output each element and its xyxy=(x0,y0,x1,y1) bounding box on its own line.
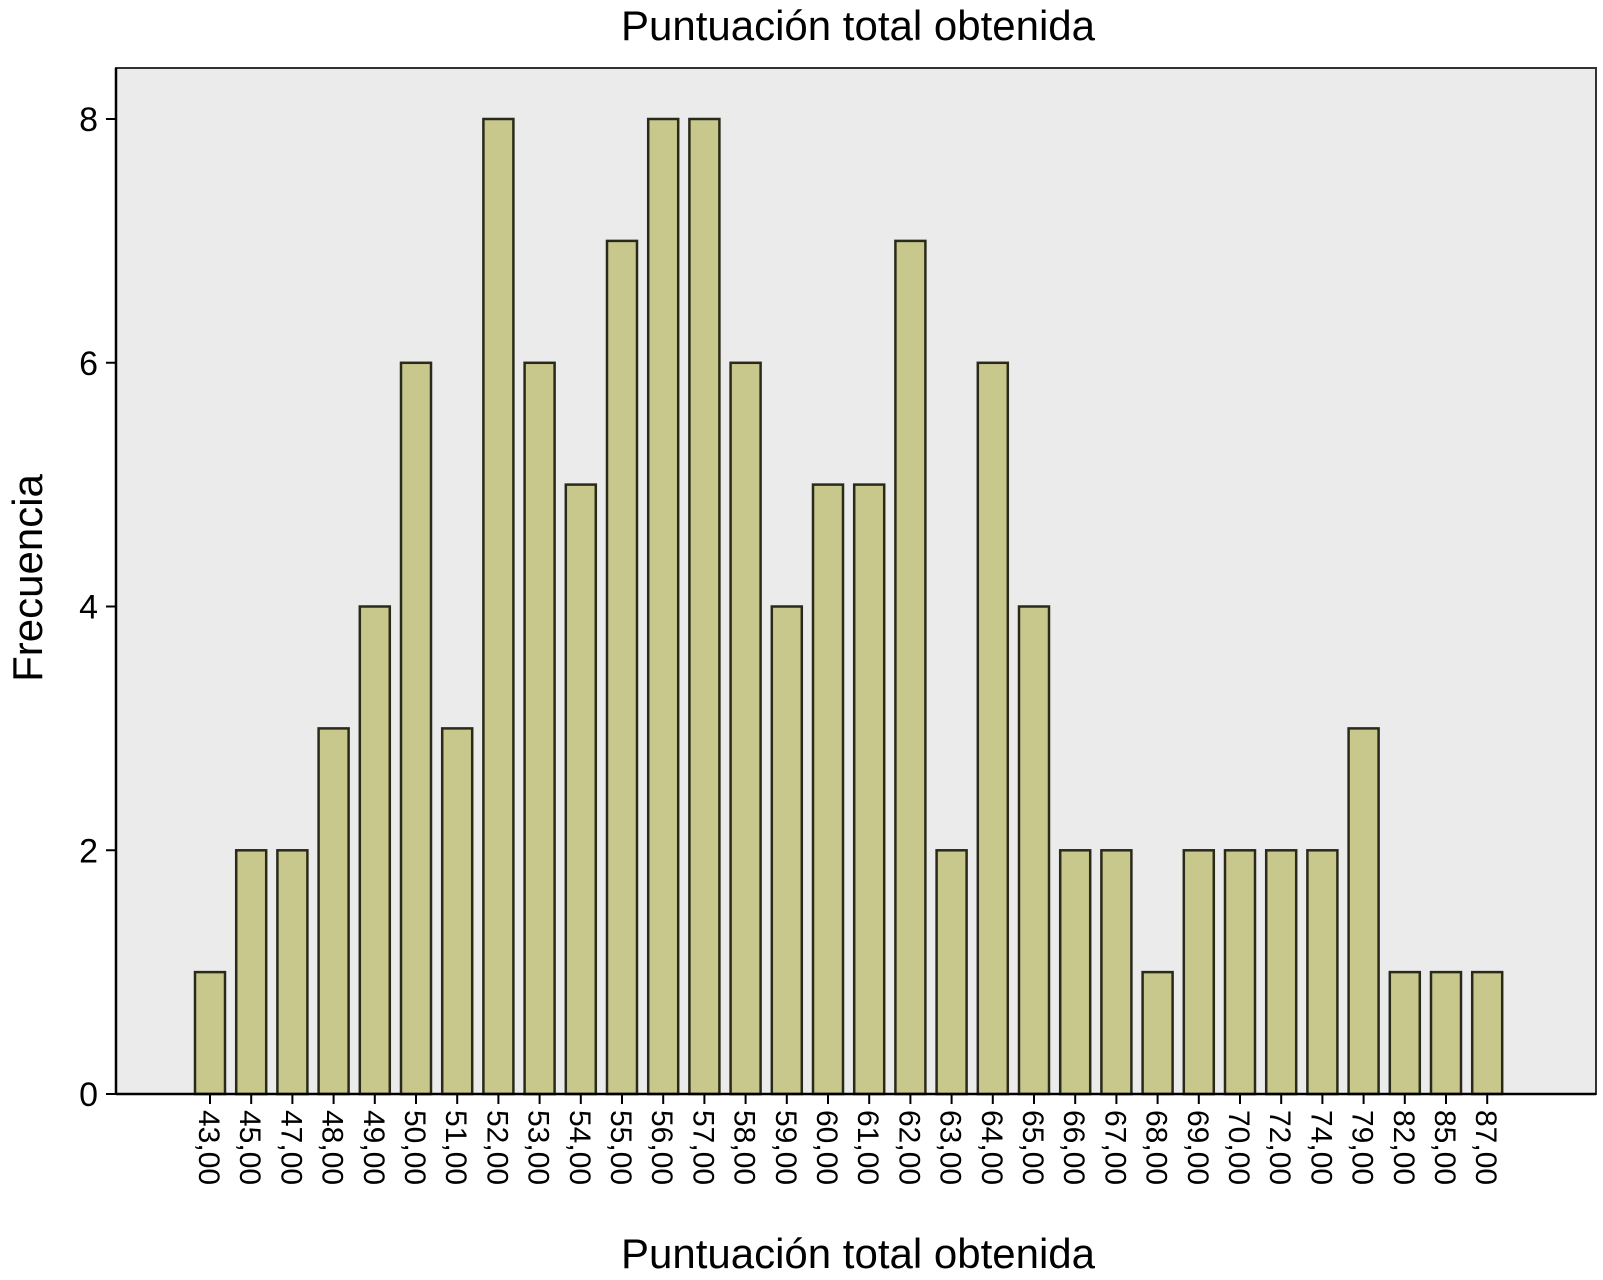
bar-79,00 xyxy=(1347,727,1380,1096)
x-tick-label: 60,00 xyxy=(810,1110,843,1185)
bar-66,00 xyxy=(1058,849,1092,1096)
bar-64,00 xyxy=(976,361,1010,1096)
x-tick-label: 87,00 xyxy=(1469,1110,1502,1185)
bar-54,00 xyxy=(564,483,598,1096)
x-tick-label: 72,00 xyxy=(1263,1110,1296,1185)
bar-53,00 xyxy=(523,361,556,1096)
bar-51,00 xyxy=(440,727,474,1096)
x-tick-label: 82,00 xyxy=(1387,1110,1420,1185)
x-tick-label: 62,00 xyxy=(892,1110,925,1185)
y-tick-label: 4 xyxy=(79,589,98,627)
y-axis-label: Frecuencia xyxy=(4,473,51,681)
x-tick-label: 53,00 xyxy=(522,1110,555,1185)
bar-55,00 xyxy=(605,239,639,1096)
x-tick-label: 74,00 xyxy=(1304,1110,1337,1185)
bar-65,00 xyxy=(1017,605,1051,1096)
x-tick-label: 68,00 xyxy=(1140,1110,1173,1185)
x-tick-label: 79,00 xyxy=(1346,1110,1379,1185)
x-tick-label: 47,00 xyxy=(274,1110,307,1185)
x-tick-label: 52,00 xyxy=(480,1110,513,1185)
bar-60,00 xyxy=(811,483,845,1096)
x-tick-label: 49,00 xyxy=(357,1110,390,1185)
x-tick-label: 85,00 xyxy=(1428,1110,1461,1185)
bar-82,00 xyxy=(1388,970,1422,1096)
bar-43,00 xyxy=(193,970,227,1096)
x-tick-label: 63,00 xyxy=(934,1110,967,1185)
chart-title: Puntuación total obtenida xyxy=(621,2,1096,49)
bar-50,00 xyxy=(399,361,433,1096)
x-tick-label: 64,00 xyxy=(975,1110,1008,1185)
x-tick-label: 57,00 xyxy=(686,1110,719,1185)
x-tick-label: 43,00 xyxy=(192,1110,225,1185)
bar-69,00 xyxy=(1182,849,1216,1096)
x-tick-label: 48,00 xyxy=(316,1110,349,1185)
bar-62,00 xyxy=(894,239,927,1096)
bar-57,00 xyxy=(688,117,721,1096)
x-tick-label: 45,00 xyxy=(233,1110,266,1185)
bar-61,00 xyxy=(852,483,886,1096)
x-tick-label: 50,00 xyxy=(398,1110,431,1185)
x-tick-label: 54,00 xyxy=(563,1110,596,1185)
bar-67,00 xyxy=(1100,849,1133,1096)
x-axis: 43,00 45,00 47,00 48,00 49,00 50,00 51,00 52,00… xyxy=(116,1092,1596,1185)
bar-59,00 xyxy=(770,605,804,1096)
x-tick-label: 70,00 xyxy=(1222,1110,1255,1185)
bar-48,00 xyxy=(317,727,350,1096)
y-tick-label: 8 xyxy=(79,101,98,139)
x-tick-label: 65,00 xyxy=(1016,1110,1049,1185)
x-tick-label: 67,00 xyxy=(1098,1110,1131,1185)
x-tick-label: 59,00 xyxy=(769,1110,802,1185)
bar-56,00 xyxy=(646,117,680,1096)
bar-70,00 xyxy=(1223,849,1257,1096)
x-axis-label: Puntuación total obtenida xyxy=(621,1230,1096,1277)
x-tick-label: 61,00 xyxy=(851,1110,884,1185)
bar-52,00 xyxy=(482,117,515,1096)
x-tick-label: 66,00 xyxy=(1057,1110,1090,1185)
bar-72,00 xyxy=(1264,849,1298,1096)
y-tick-label: 0 xyxy=(79,1076,98,1114)
bar-87,00 xyxy=(1470,970,1504,1096)
x-tick-label: 69,00 xyxy=(1181,1110,1214,1185)
bar-49,00 xyxy=(358,605,392,1096)
x-tick-label: 55,00 xyxy=(604,1110,637,1185)
bar-58,00 xyxy=(729,361,762,1096)
x-tick-label: 56,00 xyxy=(645,1110,678,1185)
bar-47,00 xyxy=(276,849,309,1096)
y-tick-label: 6 xyxy=(79,345,98,383)
x-tick-label: 58,00 xyxy=(728,1110,761,1185)
y-tick-label: 2 xyxy=(79,832,98,870)
y-axis: 0 2 4 6 8 xyxy=(79,68,118,1114)
bar-63,00 xyxy=(935,849,968,1096)
bar-85,00 xyxy=(1429,970,1463,1096)
bar-74,00 xyxy=(1306,849,1339,1096)
x-tick-label: 51,00 xyxy=(439,1110,472,1185)
bar-45,00 xyxy=(234,849,268,1096)
bar-68,00 xyxy=(1141,970,1174,1096)
